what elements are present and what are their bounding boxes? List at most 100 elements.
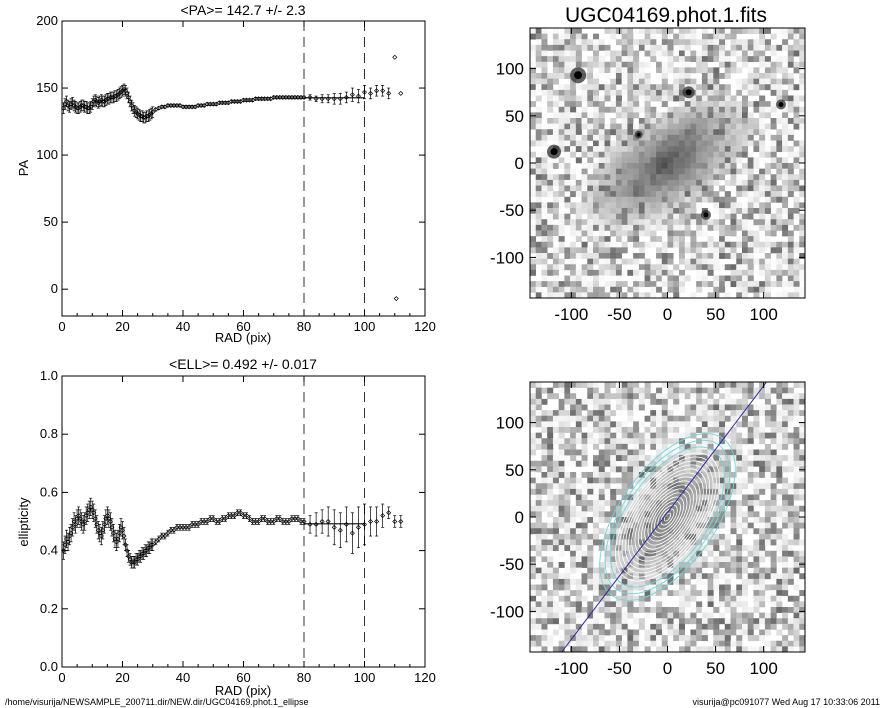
image-pixel [770, 500, 777, 507]
image-pixel [615, 224, 622, 231]
image-pixel [730, 219, 737, 226]
image-pixel [793, 95, 800, 102]
image-pixel [593, 477, 600, 484]
image-pixel [661, 185, 668, 192]
image-pixel [661, 522, 668, 529]
image-pixel [770, 505, 777, 512]
image-pixel [696, 477, 703, 484]
image-pixel [593, 275, 600, 282]
image-pixel [764, 185, 771, 192]
image-pixel [656, 595, 663, 602]
image-pixel [656, 151, 663, 158]
image-pixel [678, 191, 685, 198]
image-pixel [558, 129, 565, 136]
image-pixel [724, 275, 731, 282]
image-pixel [593, 539, 600, 546]
ell-data-point [301, 519, 307, 524]
image-pixel [782, 269, 789, 276]
pa-data-point [380, 88, 386, 94]
image-pixel [650, 623, 657, 630]
image-pixel [627, 415, 634, 422]
image-pixel [598, 129, 605, 136]
image-pixel [661, 556, 668, 563]
image-pixel [575, 567, 582, 574]
image-pixel [747, 562, 754, 568]
ell-data-point [247, 516, 253, 522]
image-pixel [633, 56, 640, 63]
image-pixel [621, 584, 628, 591]
image-pixel [770, 590, 777, 597]
image-pixel [793, 410, 800, 417]
image-pixel [707, 522, 714, 529]
image-pixel [713, 179, 720, 186]
image-pixel [564, 118, 571, 124]
image-pixel [753, 550, 760, 557]
image-pixel [707, 472, 714, 478]
image-pixel [730, 472, 737, 478]
image-pixel [753, 118, 760, 124]
image-pixel [535, 404, 542, 411]
image-pixel [673, 95, 680, 102]
image-pixel [661, 511, 668, 518]
image-pixel [638, 460, 645, 467]
image-pixel [684, 191, 691, 198]
image-pixel [570, 269, 577, 276]
image-pixel [593, 101, 600, 108]
image-pixel [570, 483, 577, 490]
image-pixel [547, 477, 554, 484]
image-pixel [604, 258, 611, 265]
image-pixel [610, 410, 617, 417]
image-pixel [621, 646, 628, 653]
image-pixel [753, 578, 760, 585]
image-pixel [753, 50, 760, 57]
image-pixel [713, 191, 720, 198]
image-pixel [530, 640, 537, 647]
image-pixel [581, 230, 588, 237]
image-pixel [787, 134, 794, 141]
image-pixel [547, 562, 554, 568]
image-pixel [552, 483, 559, 490]
image-pixel [770, 511, 777, 518]
image-pixel [736, 191, 743, 198]
image-pixel [724, 483, 731, 490]
image-pixel [678, 208, 685, 214]
image-pixel [598, 393, 605, 400]
image-pixel [558, 89, 565, 96]
image-pixel [575, 219, 582, 226]
image-pixel [558, 550, 565, 557]
image-pixel [678, 112, 685, 119]
image-pixel [793, 84, 800, 91]
image-pixel [633, 50, 640, 57]
image-pixel [696, 89, 703, 96]
image-pixel [644, 146, 651, 153]
image-pixel [747, 247, 754, 254]
image-pixel [787, 146, 794, 153]
image-pixel [598, 398, 605, 405]
image-pixel [593, 522, 600, 529]
image-pixel [696, 466, 703, 473]
image-pixel [776, 545, 783, 552]
image-pixel [736, 84, 743, 91]
image-pixel [552, 618, 559, 625]
image-pixel [530, 264, 537, 271]
image-pixel [724, 550, 731, 557]
image-pixel [650, 590, 657, 597]
image-pixel [747, 522, 754, 529]
image-pixel [770, 281, 777, 288]
image-pixel [535, 505, 542, 512]
image-pixel [741, 236, 749, 243]
image-pixel [604, 533, 611, 540]
image-pixel [719, 44, 726, 51]
image-pixel [604, 545, 611, 552]
image-pixel [587, 382, 594, 388]
image-pixel [736, 123, 743, 130]
image-pixel [741, 123, 749, 130]
image-pixel [587, 505, 594, 512]
image-pixel [678, 202, 685, 209]
image-pixel [747, 443, 754, 450]
image-pixel [696, 56, 703, 63]
image-pixel [799, 50, 806, 57]
image-pixel [598, 415, 605, 422]
image-pixel [713, 89, 720, 96]
image-pixel [724, 196, 731, 203]
